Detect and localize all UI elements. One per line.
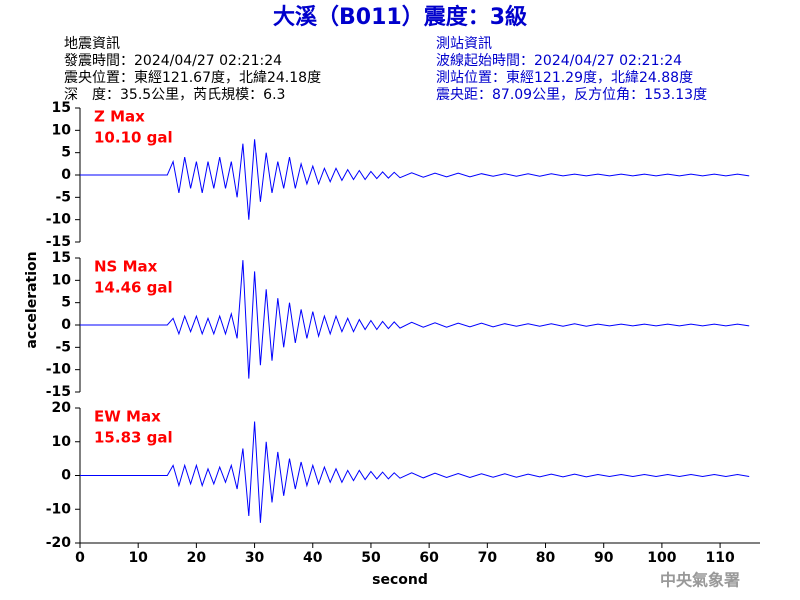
watermark: 中央氣象署	[660, 571, 740, 590]
station-info: 震央距：87.09公里，反方位角：153.13度	[436, 87, 707, 103]
x-tick-label: 30	[245, 550, 265, 566]
station-info: 波線起始時間：2024/04/27 02:21:24	[436, 53, 682, 69]
x-tick-label: 40	[303, 550, 323, 566]
y-tick-label: 0	[61, 167, 71, 183]
waveform	[80, 260, 750, 379]
y-tick-label: 0	[61, 468, 71, 484]
x-tick-label: 100	[647, 550, 676, 566]
x-tick-label: 10	[128, 550, 148, 566]
earthquake-info: 地震資訊	[64, 36, 120, 52]
y-tick-label: -5	[55, 339, 71, 355]
y-tick-label: -20	[46, 535, 72, 551]
y-tick-label: -10	[46, 212, 72, 228]
y-tick-label: -10	[46, 501, 72, 517]
y-tick-label: 10	[52, 434, 72, 450]
y-tick-label: -10	[46, 362, 72, 378]
y-tick-label: -15	[46, 234, 71, 250]
x-tick-label: 70	[478, 550, 498, 566]
annotation: 10.10 gal	[94, 129, 173, 147]
y-tick-label: 10	[52, 122, 72, 138]
annotation: 15.83 gal	[94, 429, 173, 447]
y-tick-label: 5	[61, 295, 71, 311]
annotation: Z Max	[94, 108, 145, 126]
y-tick-label: -15	[46, 384, 71, 400]
y-tick-label: -5	[55, 189, 71, 205]
annotation: NS Max	[94, 258, 158, 276]
x-tick-label: 20	[187, 550, 207, 566]
y-tick-label: 5	[61, 145, 71, 161]
annotation: EW Max	[94, 408, 161, 426]
x-tick-label: 90	[594, 550, 614, 566]
x-tick-label: 0	[75, 550, 85, 566]
y-axis-label: acceleration	[24, 251, 40, 348]
station-info: 測站位置：東經121.29度，北緯24.88度	[436, 70, 693, 86]
chart-title: 大溪（B011）震度：3級	[273, 4, 527, 30]
y-tick-label: 20	[52, 400, 72, 416]
x-tick-label: 60	[419, 550, 439, 566]
y-tick-label: 15	[52, 100, 71, 116]
annotation: 14.46 gal	[94, 279, 173, 297]
earthquake-info: 震央位置：東經121.67度，北緯24.18度	[64, 70, 321, 86]
y-tick-label: 15	[52, 250, 71, 266]
y-tick-label: 10	[52, 272, 72, 288]
station-info: 測站資訊	[436, 36, 492, 52]
y-tick-label: 0	[61, 317, 71, 333]
x-tick-label: 50	[361, 550, 381, 566]
x-tick-label: 80	[536, 550, 556, 566]
x-axis-label: second	[372, 572, 428, 588]
earthquake-info: 發震時間：2024/04/27 02:21:24	[64, 53, 282, 69]
earthquake-info: 深 度：35.5公里，芮氏規模：6.3	[64, 86, 285, 103]
waveform	[80, 139, 750, 220]
waveform	[80, 421, 750, 523]
x-tick-label: 110	[705, 550, 734, 566]
